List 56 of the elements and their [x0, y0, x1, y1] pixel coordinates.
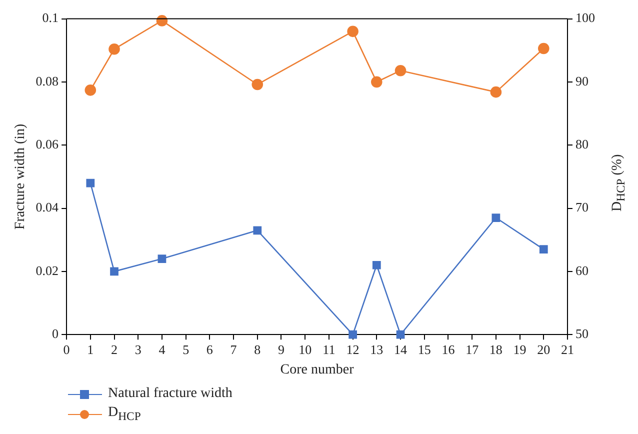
- y-tick-label: 0.02: [36, 262, 59, 278]
- point: [538, 42, 550, 54]
- point: [539, 245, 548, 254]
- point: [110, 267, 118, 276]
- point: [86, 178, 95, 188]
- x-tick-label: 8: [254, 342, 261, 357]
- y2-tick-label: 80: [576, 136, 588, 152]
- x-tick-label: 9: [278, 342, 284, 357]
- x-tick-label: 7: [230, 342, 238, 357]
- point: [347, 26, 358, 38]
- point: [253, 226, 262, 235]
- y2-tick-label: 90: [576, 73, 588, 88]
- y-tick-label: 0.04: [36, 200, 60, 215]
- legend-label: D$_{HCP}$: [108, 405, 141, 423]
- legend-label: Natural fracture width: [108, 386, 232, 402]
- x-tick-label: 6: [206, 342, 214, 357]
- y-tick-label: 0.1: [42, 10, 59, 26]
- x-tick-label: 0: [63, 342, 70, 357]
- point: [108, 43, 120, 55]
- point: [348, 330, 357, 339]
- x-tick-label: 3: [134, 342, 142, 357]
- point: [394, 64, 406, 76]
- point: [372, 260, 381, 270]
- y2-tick-label: 100: [576, 10, 595, 26]
- x-tick-label: 1: [87, 342, 94, 357]
- point: [396, 330, 405, 339]
- point: [156, 15, 168, 26]
- y-tick-label: 0.06: [36, 136, 60, 152]
- point: [490, 86, 502, 98]
- y2-tick-label: 70: [576, 200, 588, 215]
- x-tick-label: 11: [322, 342, 336, 357]
- x-tick-label: 10: [298, 342, 312, 357]
- x-tick-label: 20: [537, 342, 550, 357]
- x-tick-label: 12: [346, 342, 360, 357]
- y-tick-label: 0.08: [36, 73, 59, 88]
- x-tick-label: 2: [111, 342, 118, 357]
- y-axis-title: Fracture width (in): [13, 123, 28, 230]
- x-tick-label: 5: [182, 342, 190, 357]
- y2-tick-label: 50: [576, 326, 588, 342]
- x-axis-title: Core number: [280, 362, 354, 378]
- x-tick-label: 15: [418, 342, 431, 357]
- point: [84, 84, 96, 96]
- x-tick-label: 17: [466, 342, 480, 357]
- x-tick-label: 14: [394, 342, 408, 357]
- x-tick-label: 16: [442, 342, 456, 357]
- x-tick-label: 19: [513, 342, 526, 357]
- point: [158, 254, 166, 263]
- point: [492, 214, 500, 222]
- y2-tick-label: 60: [576, 262, 588, 278]
- y-tick-label: 0: [52, 326, 59, 342]
- point: [252, 78, 264, 90]
- x-tick-label: 13: [370, 342, 384, 357]
- x-tick-label: 18: [489, 342, 502, 357]
- point: [371, 76, 382, 88]
- x-tick-label: 4: [158, 342, 166, 357]
- x-tick-label: 21: [561, 342, 574, 357]
